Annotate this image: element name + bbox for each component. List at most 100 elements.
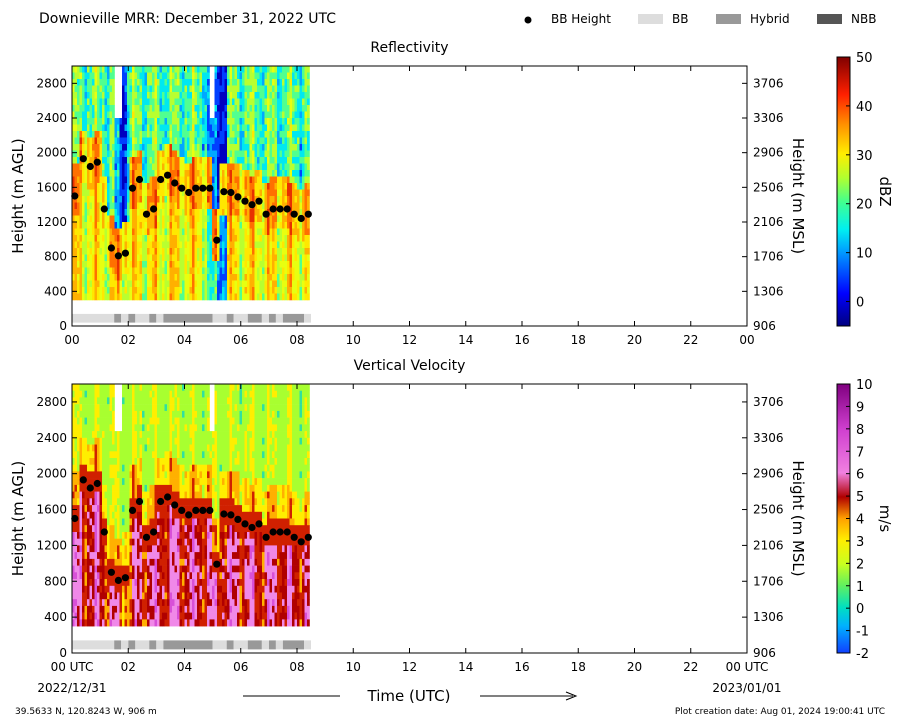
heatmap-cell (102, 592, 105, 600)
heatmap-cell (294, 261, 298, 268)
heatmap-cell (149, 558, 153, 566)
heatmap-cell (227, 72, 230, 80)
heatmap-cell (139, 471, 143, 479)
heatmap-cell (169, 572, 173, 580)
figure-header: Downieville MRR: December 31, 2022 UTC B… (39, 11, 876, 27)
heatmap-cell (172, 417, 175, 425)
heatmap-cell (109, 619, 113, 627)
heatmap-cell (224, 222, 228, 229)
heatmap-cell (117, 478, 120, 486)
heatmap-cell (94, 209, 98, 216)
heatmap-cell (139, 619, 143, 627)
heatmap-cell (194, 254, 198, 262)
heatmap-cell (274, 163, 278, 171)
heatmap-cell (227, 170, 230, 177)
heatmap-cell (157, 222, 160, 229)
heatmap-cell (259, 66, 263, 73)
heatmap-cell (287, 111, 290, 119)
heatmap-cell (102, 66, 105, 73)
heatmap-cell (147, 491, 150, 499)
heatmap-cell (142, 241, 145, 249)
heatmap-cell (194, 287, 198, 294)
heatmap-cell (239, 137, 243, 145)
heatmap-cell (104, 505, 108, 513)
heatmap-cell (132, 163, 135, 171)
heatmap-cell (77, 254, 80, 262)
heatmap-cell (72, 157, 75, 164)
heatmap-cell (107, 98, 110, 106)
heatmap-cell (252, 163, 255, 171)
heatmap-cell (137, 518, 140, 526)
heatmap-cell (224, 267, 228, 275)
heatmap-cell (84, 444, 88, 452)
heatmap-cell (77, 599, 80, 607)
heatmap-cell (192, 254, 195, 262)
heatmap-cell (144, 511, 148, 519)
heatmap-cell (114, 118, 118, 125)
heatmap-cell (134, 274, 138, 281)
heatmap-cell (234, 66, 238, 73)
heatmap-cell (159, 248, 163, 255)
heatmap-cell (274, 170, 278, 177)
heatmap-cell (127, 144, 130, 151)
heatmap-cell (302, 222, 305, 229)
heatmap-cell (164, 131, 168, 138)
heatmap-cell (144, 538, 148, 546)
heatmap-cell (277, 66, 280, 73)
heatmap-cell (139, 111, 143, 119)
heatmap-cell (197, 280, 200, 288)
heatmap-cell (287, 228, 290, 236)
heatmap-cell (137, 131, 140, 138)
heatmap-cell (274, 280, 278, 288)
heatmap-cell (124, 451, 128, 459)
heatmap-cell (157, 92, 160, 99)
heatmap-cell (304, 248, 308, 255)
heatmap-cell (94, 222, 98, 229)
heatmap-cell (292, 228, 295, 236)
heatmap-cell (94, 538, 98, 546)
heatmap-cell (134, 471, 138, 479)
heatmap-cell (139, 599, 143, 607)
heatmap-cell (174, 137, 178, 145)
heatmap-cell (147, 287, 150, 294)
heatmap-cell (147, 215, 150, 223)
heatmap-cell (124, 545, 128, 553)
heatmap-cell (249, 170, 253, 177)
heatmap-cell (82, 451, 85, 459)
bb-type-strip (72, 313, 311, 323)
heatmap-cell (262, 274, 265, 281)
heatmap-cell (169, 384, 173, 392)
heatmap-cell (184, 98, 188, 106)
heatmap-cell (132, 552, 135, 560)
heatmap-cell (129, 390, 133, 398)
heatmap-cell (149, 612, 153, 620)
heatmap-cell (154, 150, 158, 158)
heatmap-cell (92, 105, 95, 112)
heatmap-cell (122, 498, 125, 506)
heatmap-cell (144, 235, 148, 242)
heatmap-cell (132, 118, 135, 125)
heatmap-cell (274, 111, 278, 119)
heatmap-cell (157, 157, 160, 164)
heatmap-cell (299, 157, 303, 164)
heatmap-cell (177, 144, 180, 151)
heatmap-cell (302, 196, 305, 203)
heatmap-cell (154, 572, 158, 580)
heatmap-cell (79, 471, 83, 479)
heatmap-cell (144, 579, 148, 587)
heatmap-cell (172, 267, 175, 275)
heatmap-cell (119, 274, 123, 281)
heatmap-cell (212, 183, 215, 190)
heatmap-cell (289, 280, 293, 288)
heatmap-cell (174, 293, 178, 301)
heatmap-cell (282, 293, 285, 301)
heatmap-cell (134, 124, 138, 132)
heatmap-cell (72, 235, 75, 242)
heatmap-cell (177, 72, 180, 80)
heatmap-cell (127, 118, 130, 125)
heatmap-cell (259, 280, 263, 288)
heatmap-cell (152, 552, 155, 560)
heatmap-cell (139, 511, 143, 519)
heatmap-cell (147, 505, 150, 513)
